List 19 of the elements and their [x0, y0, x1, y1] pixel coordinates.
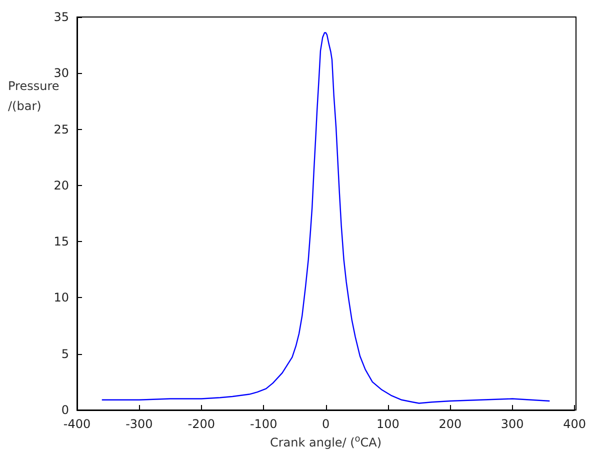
y-tick-label: 30 [54, 66, 69, 80]
x-tick-label: 100 [376, 417, 400, 431]
x-tick-label: 300 [500, 417, 524, 431]
y-tick-label: 35 [54, 10, 69, 24]
y-axis-title: Pressure /(bar) [8, 79, 60, 113]
x-tick-label: 400 [563, 417, 586, 431]
x-tick-label: -400 [63, 417, 91, 431]
line-series [101, 32, 550, 404]
x-tick-label: -300 [126, 417, 153, 431]
x-tick-label: -200 [188, 417, 216, 431]
x-tick-label: 200 [438, 417, 462, 431]
x-tick-label: -100 [250, 417, 278, 431]
y-tick-label: 10 [54, 290, 69, 305]
y-tick-label: 0 [61, 403, 69, 417]
y-tick-label: 5 [61, 346, 69, 361]
y-tick-label: 20 [54, 178, 69, 192]
y-tick-label: 15 [54, 234, 69, 249]
x-tick-label: 0 [322, 417, 330, 431]
y-tick-label: 25 [54, 122, 69, 136]
